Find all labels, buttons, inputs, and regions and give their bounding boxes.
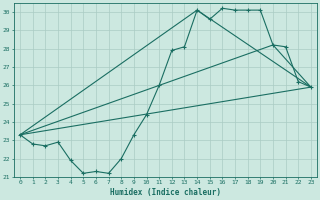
X-axis label: Humidex (Indice chaleur): Humidex (Indice chaleur) xyxy=(110,188,221,197)
